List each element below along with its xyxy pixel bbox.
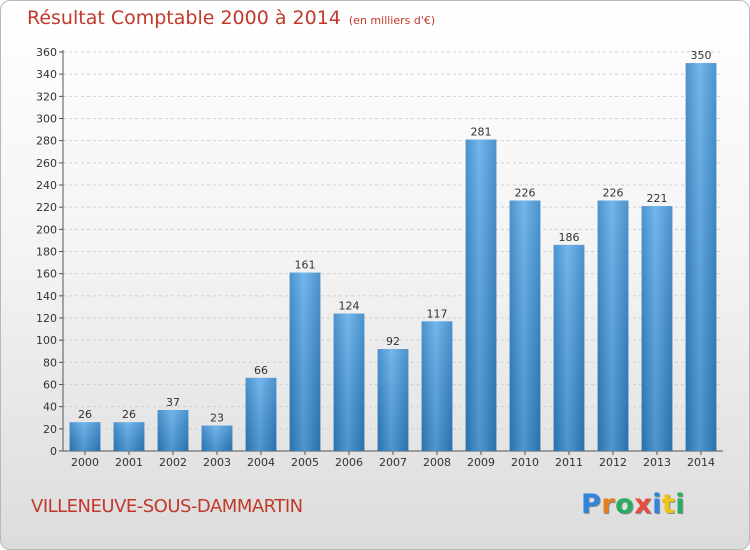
y-tick-label: 40 [43,401,57,414]
bar-shade [421,321,453,451]
y-tick-label: 160 [36,268,57,281]
logo-letter: t [661,489,676,520]
bar-shade [69,422,101,451]
value-label: 226 [515,187,536,200]
value-label: 186 [559,231,580,244]
logo-letter: i [675,489,686,520]
x-tick-label: 2003 [203,456,231,469]
bar-shade [597,200,629,451]
bar-shade [157,409,189,451]
y-tick-label: 80 [43,356,57,369]
x-tick-label: 2013 [643,456,671,469]
axes: 0 20 40 60 80 100 120 140 160 180 200 220 240 260 280 3… [36,46,723,469]
value-label: 23 [210,412,224,425]
value-labels: 26 26 37 23 66 161 124 92 117 281 226 186 226 221 350 [78,49,712,424]
bar-shade [465,139,497,451]
bar-shade [685,63,717,451]
value-label: 161 [295,259,316,272]
x-tick-label: 2001 [115,456,143,469]
bar-shade [377,349,409,451]
y-tick-label: 20 [43,423,57,436]
x-tick-label: 2002 [159,456,187,469]
logo-letter: o [615,489,635,520]
y-tick-label: 0 [50,445,57,458]
value-label: 226 [603,187,624,200]
y-tick-label: 180 [36,246,57,259]
x-tick-label: 2005 [291,456,319,469]
x-tick-label: 2012 [599,456,627,469]
value-label: 350 [691,49,712,62]
chart-title-text: Résultat Comptable 2000 à 2014 [27,7,341,29]
x-tick-label: 2009 [467,456,495,469]
bar-shade [201,425,233,451]
bar-shade [333,313,365,451]
value-label: 66 [254,364,268,377]
y-tick-label: 260 [36,157,57,170]
x-tick-label: 2008 [423,456,451,469]
x-tick-label: 2007 [379,456,407,469]
x-tick-label: 2014 [687,456,715,469]
value-label: 117 [427,307,448,320]
y-tick-label: 60 [43,379,57,392]
x-tick-label: 2010 [511,456,539,469]
proxiti-logo: Proxiti [581,489,685,520]
y-tick-label: 200 [36,223,57,236]
value-label: 124 [339,300,360,313]
value-label: 281 [471,126,492,139]
y-tick-label: 240 [36,179,57,192]
bar-shade [289,272,321,451]
y-tick-label: 280 [36,135,57,148]
x-tick-label: 2004 [247,456,275,469]
y-tick-label: 340 [36,68,57,81]
city-name: VILLENEUVE-SOUS-DAMMARTIN [31,496,303,517]
value-label: 26 [122,408,136,421]
logo-letter: r [601,489,616,520]
value-label: 37 [166,396,180,409]
x-tick-label: 2006 [335,456,363,469]
bar-shade [509,200,541,451]
x-tick-label: 2000 [71,456,99,469]
y-tick-label: 140 [36,290,57,303]
y-tick-label: 220 [36,201,57,214]
bar-shade [113,422,145,451]
chart-title: Résultat Comptable 2000 à 2014 (en millie… [27,7,435,29]
y-tick-label: 120 [36,312,57,325]
y-tick-label: 300 [36,113,57,126]
bars [69,63,717,451]
value-label: 26 [78,408,92,421]
y-tick-label: 320 [36,90,57,103]
logo-letter: P [581,489,602,520]
bar-shade [553,244,585,451]
logo-letter: i [652,489,662,520]
y-tick-label: 100 [36,334,57,347]
x-tick-label: 2011 [555,456,583,469]
value-label: 221 [647,192,668,205]
chart-subtitle: (en milliers d'€) [348,14,436,27]
bar-shade [641,206,673,451]
y-tick-label: 360 [36,46,57,59]
logo-letter: x [634,489,653,520]
value-label: 92 [386,335,400,348]
bar-shade [245,377,277,451]
